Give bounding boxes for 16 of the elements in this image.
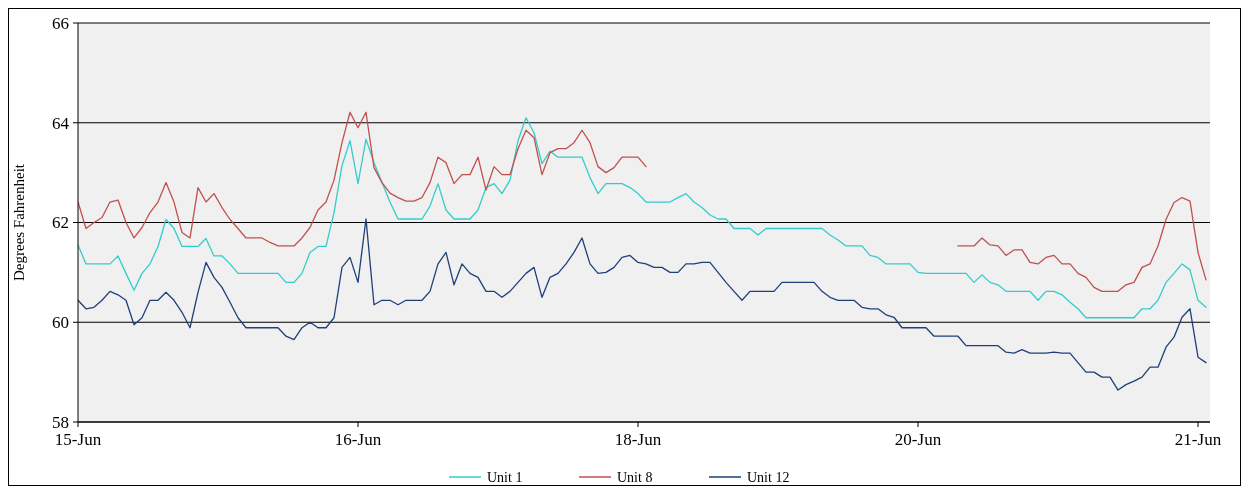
x-tick-label: 21-Jun — [1174, 430, 1222, 449]
y-tick-label: 60 — [52, 313, 69, 333]
legend-label: Unit 1 — [487, 469, 523, 485]
legend-label: Unit 8 — [617, 469, 653, 485]
line-series — [78, 218, 1207, 391]
x-tick-label: 15-Jun — [54, 430, 102, 449]
x-tick-label: 18-Jun — [614, 430, 662, 449]
x-tick-label: 20-Jun — [894, 430, 942, 449]
y-tick-label: 62 — [52, 213, 69, 233]
y-tick-label: 58 — [52, 412, 69, 432]
y-axis-title: Degrees Fahrenheit — [11, 163, 27, 282]
legend-label: Unit 12 — [747, 469, 790, 485]
x-tick-label: 16-Jun — [334, 430, 382, 449]
line-series — [78, 117, 1207, 319]
y-tick-label: 66 — [52, 13, 69, 33]
y-tick-label: 64 — [52, 113, 70, 133]
